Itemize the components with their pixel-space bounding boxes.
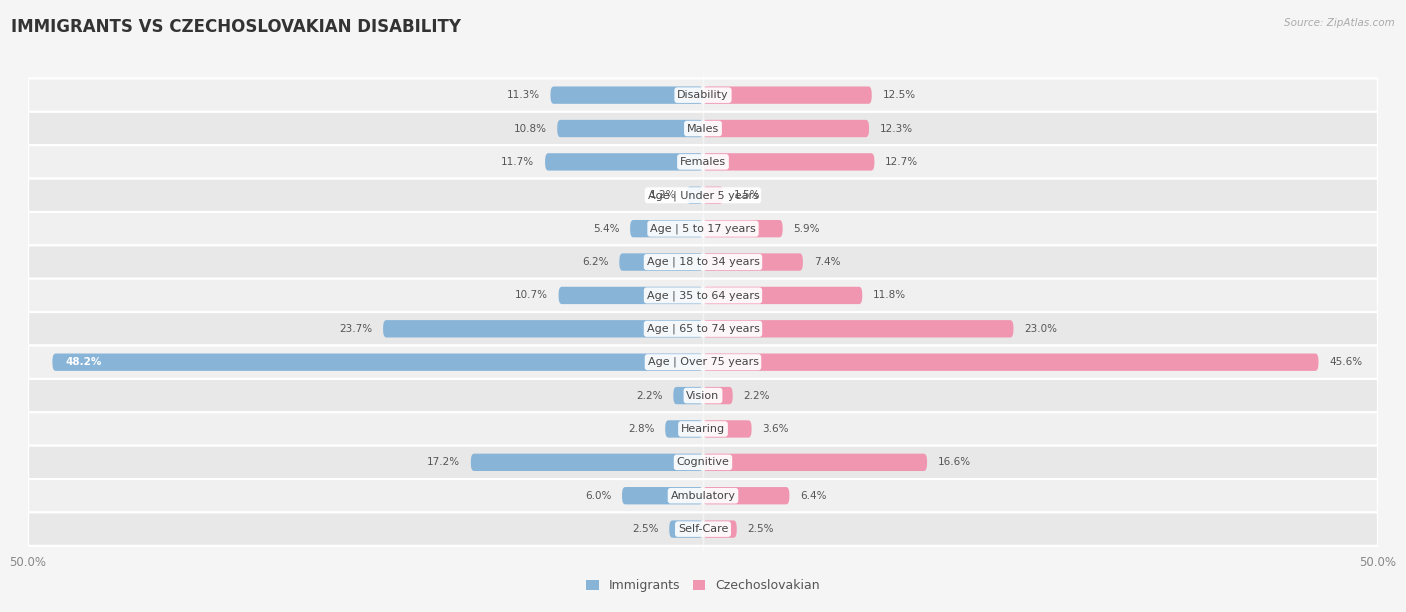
Text: 5.9%: 5.9% (793, 223, 820, 234)
Text: Self-Care: Self-Care (678, 524, 728, 534)
FancyBboxPatch shape (703, 287, 862, 304)
Text: Males: Males (688, 124, 718, 133)
FancyBboxPatch shape (28, 379, 1378, 412)
Text: Cognitive: Cognitive (676, 457, 730, 468)
Text: Age | 18 to 34 years: Age | 18 to 34 years (647, 257, 759, 267)
FancyBboxPatch shape (703, 120, 869, 137)
FancyBboxPatch shape (703, 453, 927, 471)
FancyBboxPatch shape (558, 287, 703, 304)
FancyBboxPatch shape (703, 520, 737, 538)
FancyBboxPatch shape (28, 512, 1378, 546)
FancyBboxPatch shape (619, 253, 703, 271)
FancyBboxPatch shape (28, 245, 1378, 278)
FancyBboxPatch shape (28, 212, 1378, 245)
Text: IMMIGRANTS VS CZECHOSLOVAKIAN DISABILITY: IMMIGRANTS VS CZECHOSLOVAKIAN DISABILITY (11, 18, 461, 36)
Text: 10.7%: 10.7% (515, 291, 548, 300)
FancyBboxPatch shape (28, 112, 1378, 145)
FancyBboxPatch shape (28, 346, 1378, 379)
Text: Age | Over 75 years: Age | Over 75 years (648, 357, 758, 367)
Text: 5.4%: 5.4% (593, 223, 619, 234)
Text: Age | 5 to 17 years: Age | 5 to 17 years (650, 223, 756, 234)
Text: 23.7%: 23.7% (339, 324, 373, 334)
Text: 12.5%: 12.5% (883, 90, 915, 100)
FancyBboxPatch shape (621, 487, 703, 504)
FancyBboxPatch shape (703, 220, 783, 237)
FancyBboxPatch shape (703, 487, 789, 504)
Text: 2.2%: 2.2% (744, 390, 770, 401)
FancyBboxPatch shape (703, 253, 803, 271)
FancyBboxPatch shape (28, 145, 1378, 179)
Text: 2.2%: 2.2% (636, 390, 662, 401)
FancyBboxPatch shape (28, 446, 1378, 479)
Text: Age | Under 5 years: Age | Under 5 years (648, 190, 758, 201)
Text: 6.0%: 6.0% (585, 491, 612, 501)
FancyBboxPatch shape (703, 187, 723, 204)
FancyBboxPatch shape (551, 86, 703, 104)
Text: 7.4%: 7.4% (814, 257, 841, 267)
Text: 3.6%: 3.6% (762, 424, 789, 434)
Text: 6.2%: 6.2% (582, 257, 609, 267)
FancyBboxPatch shape (28, 412, 1378, 446)
FancyBboxPatch shape (703, 320, 1014, 337)
Text: 11.3%: 11.3% (506, 90, 540, 100)
FancyBboxPatch shape (703, 354, 1319, 371)
Text: Disability: Disability (678, 90, 728, 100)
Text: 12.7%: 12.7% (886, 157, 918, 167)
Text: 11.7%: 11.7% (501, 157, 534, 167)
Text: Age | 35 to 64 years: Age | 35 to 64 years (647, 290, 759, 300)
FancyBboxPatch shape (673, 387, 703, 405)
FancyBboxPatch shape (28, 179, 1378, 212)
FancyBboxPatch shape (703, 86, 872, 104)
Text: 45.6%: 45.6% (1329, 357, 1362, 367)
Text: 23.0%: 23.0% (1024, 324, 1057, 334)
FancyBboxPatch shape (546, 153, 703, 171)
FancyBboxPatch shape (557, 120, 703, 137)
Text: Hearing: Hearing (681, 424, 725, 434)
FancyBboxPatch shape (52, 354, 703, 371)
Text: 2.5%: 2.5% (748, 524, 775, 534)
Text: Females: Females (681, 157, 725, 167)
Text: 1.2%: 1.2% (650, 190, 676, 200)
FancyBboxPatch shape (28, 278, 1378, 312)
FancyBboxPatch shape (686, 187, 703, 204)
Text: Ambulatory: Ambulatory (671, 491, 735, 501)
Text: 12.3%: 12.3% (880, 124, 912, 133)
Text: 10.8%: 10.8% (513, 124, 547, 133)
FancyBboxPatch shape (382, 320, 703, 337)
Text: Vision: Vision (686, 390, 720, 401)
Text: 6.4%: 6.4% (800, 491, 827, 501)
FancyBboxPatch shape (703, 420, 752, 438)
Text: 17.2%: 17.2% (427, 457, 460, 468)
Legend: Immigrants, Czechoslovakian: Immigrants, Czechoslovakian (586, 580, 820, 592)
FancyBboxPatch shape (703, 387, 733, 405)
FancyBboxPatch shape (471, 453, 703, 471)
Text: 16.6%: 16.6% (938, 457, 972, 468)
FancyBboxPatch shape (703, 153, 875, 171)
Text: 2.8%: 2.8% (628, 424, 654, 434)
FancyBboxPatch shape (28, 312, 1378, 346)
Text: 48.2%: 48.2% (66, 357, 103, 367)
Text: Source: ZipAtlas.com: Source: ZipAtlas.com (1284, 18, 1395, 28)
FancyBboxPatch shape (630, 220, 703, 237)
Text: 2.5%: 2.5% (631, 524, 658, 534)
FancyBboxPatch shape (665, 420, 703, 438)
FancyBboxPatch shape (28, 479, 1378, 512)
FancyBboxPatch shape (669, 520, 703, 538)
FancyBboxPatch shape (28, 78, 1378, 112)
Text: 1.5%: 1.5% (734, 190, 761, 200)
Text: 11.8%: 11.8% (873, 291, 907, 300)
Text: Age | 65 to 74 years: Age | 65 to 74 years (647, 324, 759, 334)
